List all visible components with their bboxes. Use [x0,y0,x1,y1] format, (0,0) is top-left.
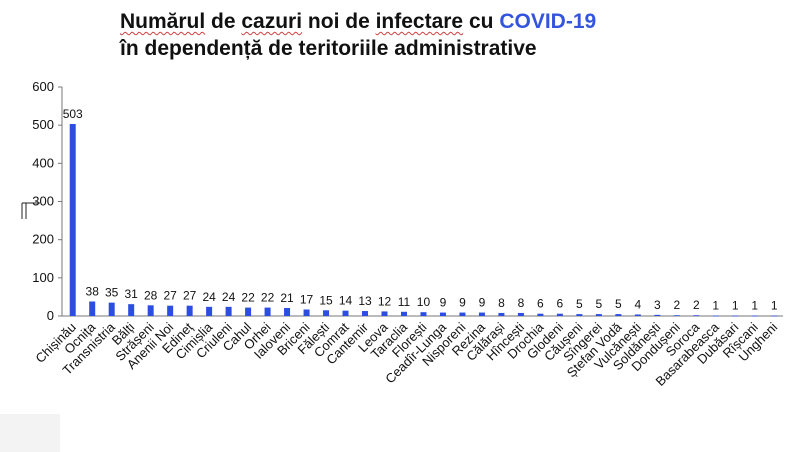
title-word: de [205,10,242,33]
data-label: 17 [300,293,314,307]
bar [732,315,739,317]
data-label: 8 [518,296,525,310]
bar [712,315,719,317]
bar [673,315,680,317]
y-tick-label: 600 [32,79,54,94]
data-label: 9 [479,296,486,310]
bar [459,312,466,316]
bar [595,314,602,316]
bar [167,305,174,316]
bar [225,306,232,316]
title-word: noi de [302,10,376,33]
data-label: 6 [537,297,544,311]
data-label: 5 [615,297,622,311]
bar [576,314,583,316]
chart-title: Numărul de cazuri noi de infectare cu CO… [120,8,596,62]
bar [478,312,485,316]
data-label: 22 [261,291,275,305]
data-label: 5 [576,297,583,311]
bar [186,305,193,316]
bar [751,315,758,317]
data-label: 2 [693,298,700,312]
bar [245,307,252,316]
bar [654,314,661,316]
data-label: 1 [771,299,778,313]
bar [128,304,135,316]
data-label: 10 [417,295,431,309]
bar [634,314,641,316]
y-tick-label: 0 [47,308,54,323]
bar [206,306,213,316]
data-label: 11 [398,295,411,309]
bar [381,311,388,316]
data-label: 6 [557,297,564,311]
y-tick-label: 400 [32,155,54,170]
data-label: 1 [751,299,758,313]
bar [342,310,349,316]
bottom-left-panel [0,414,60,452]
title-line-1: Numărul de cazuri noi de infectare cu CO… [120,8,596,35]
chart-bars [69,124,778,317]
data-label: 15 [319,293,333,307]
data-label: 503 [63,107,83,121]
data-label: 1 [712,299,719,313]
data-label: 3 [654,298,661,312]
data-label: 35 [105,286,119,300]
bar [284,307,291,316]
data-label: 28 [144,288,158,302]
bar [108,302,115,316]
y-tick-label: 200 [32,232,54,247]
bar [498,312,505,316]
data-label: 5 [596,297,603,311]
bar [400,311,407,316]
bar [264,307,271,316]
bar [323,310,330,316]
data-label: 1 [732,299,739,313]
bar [517,312,524,316]
bar [303,309,310,316]
data-label: 27 [163,289,177,303]
data-label: 24 [222,290,236,304]
data-label: 12 [378,294,392,308]
bar [693,315,700,317]
data-label: 13 [358,294,372,308]
data-label: 31 [124,287,138,301]
data-label: 8 [498,296,505,310]
data-label: 9 [440,296,447,310]
title-word: infectare [375,10,464,33]
bar [439,312,446,316]
title-word: cu [463,10,500,33]
bar [147,305,154,316]
bar [420,312,427,316]
y-tick-label: 300 [32,194,54,209]
title-word: COVID-19 [499,10,597,33]
data-label: 4 [634,297,641,311]
title-word: cazuri [241,10,303,33]
bar [89,301,96,316]
bar [537,313,544,316]
data-label: 21 [280,291,294,305]
bar [615,314,622,316]
y-tick-label: 500 [32,117,54,132]
data-label: 9 [459,296,466,310]
bar [556,313,563,316]
data-label: 24 [202,290,216,304]
bar [69,124,76,316]
y-tick-label: 100 [32,270,54,285]
data-label: 38 [86,284,100,298]
bar [362,311,369,316]
data-label: 27 [183,289,197,303]
data-label: 14 [339,294,353,308]
bar [771,315,778,317]
data-label: 2 [673,298,680,312]
title-line-2: în dependență de teritoriile administrat… [120,37,537,60]
title-word: Numărul [120,10,206,33]
chart-category-labels: ChișinăuOcnițaTransnistriaBălțiStrășeniA… [32,319,780,389]
data-label: 22 [241,291,255,305]
